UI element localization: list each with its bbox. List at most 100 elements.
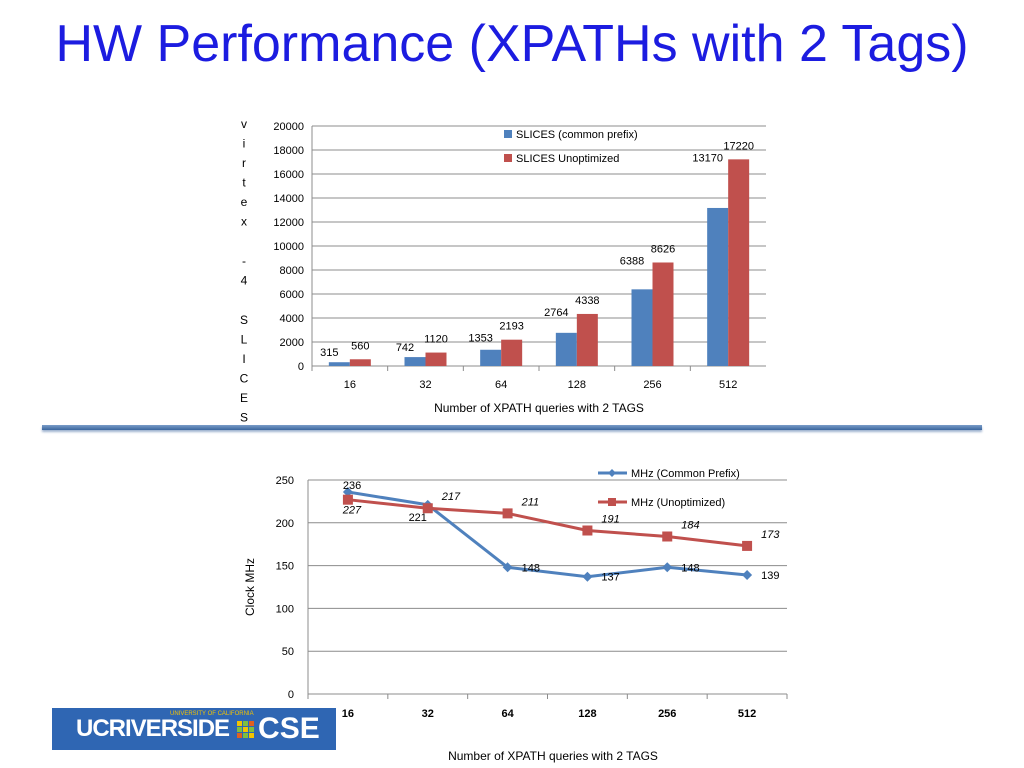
data-point — [742, 570, 753, 581]
y-tick-label: 250 — [276, 475, 294, 487]
bar — [501, 339, 523, 366]
series-line — [347, 490, 748, 579]
data-point — [582, 571, 593, 582]
x-tick-label: 256 — [658, 708, 676, 720]
y-tick-label: 200 — [276, 518, 294, 530]
x-tick-label: 512 — [738, 708, 756, 720]
y-tick-label: 150 — [276, 561, 294, 573]
y-tick-label: 12000 — [273, 217, 304, 229]
bar-data-label: 315 — [320, 347, 338, 359]
y-tick-label: 50 — [282, 646, 294, 658]
point-data-label: 148 — [681, 562, 699, 574]
data-point — [582, 525, 593, 536]
x-axis-title: Number of XPATH queries with 2 TAGS — [448, 749, 658, 763]
legend-swatch — [504, 130, 512, 138]
data-point — [502, 508, 513, 519]
x-tick-label: 32 — [419, 379, 431, 391]
x-tick-label: 64 — [501, 708, 514, 720]
bar-data-label: 1353 — [468, 333, 492, 345]
x-tick-label: 16 — [342, 708, 354, 720]
slices-bar-chart: 0 2000 4000 6000 8000 10000 12000 14000 16000 180… — [240, 117, 766, 422]
point-data-label: 148 — [522, 562, 540, 574]
bar-data-label: 742 — [396, 342, 414, 354]
bar — [328, 362, 350, 366]
y-tick-label: 0 — [288, 689, 294, 701]
legend-marker — [608, 469, 616, 477]
bar — [576, 313, 598, 366]
x-tick-label: 512 — [719, 379, 737, 391]
series-line — [347, 498, 748, 548]
logo-cse-text: CSE — [258, 712, 320, 745]
legend-label: SLICES Unoptimized — [516, 153, 619, 165]
y-tick-label: 0 — [298, 361, 304, 373]
point-data-label: 217 — [441, 491, 461, 503]
data-point — [662, 531, 673, 542]
bar — [631, 289, 653, 366]
bar — [707, 207, 729, 366]
x-tick-label: 128 — [578, 708, 596, 720]
y-tick-label: 10000 — [273, 241, 304, 253]
x-axis-title: Number of XPATH queries with 2 TAGS — [434, 401, 644, 415]
slide-title: HW Performance (XPATHs with 2 Tags) — [55, 15, 969, 73]
point-data-label: 236 — [343, 480, 361, 492]
x-tick-label: 32 — [422, 708, 434, 720]
data-point — [742, 540, 753, 551]
data-point — [342, 486, 353, 497]
bar — [425, 352, 447, 366]
point-data-label: 173 — [761, 529, 780, 541]
bar — [349, 359, 371, 366]
ucr-cse-logo: UNIVERSITY OF CALIFORNIA UC RIVERSIDE CS… — [52, 708, 336, 750]
y-axis-title: Clock MHz — [243, 558, 257, 616]
logo-uc-text: UC — [76, 715, 110, 742]
bar-data-label: 2193 — [499, 321, 523, 333]
logo-university-text: UNIVERSITY OF CALIFORNIA — [170, 711, 254, 717]
bar-data-label: 4338 — [575, 295, 599, 307]
y-tick-label: 100 — [276, 603, 294, 615]
y-tick-label: 6000 — [280, 289, 304, 301]
y-tick-label: 4000 — [280, 313, 304, 325]
bar — [652, 262, 674, 366]
y-tick-label: 2000 — [280, 337, 304, 349]
y-tick-label: 18000 — [273, 145, 304, 157]
bar-data-label: 13170 — [692, 152, 723, 164]
bar-data-label: 8626 — [651, 243, 675, 255]
point-data-label: 221 — [409, 512, 427, 524]
legend-marker — [608, 498, 616, 506]
point-data-label: 227 — [342, 505, 362, 517]
x-tick-label: 128 — [568, 379, 586, 391]
section-divider — [42, 425, 982, 430]
data-point — [502, 562, 513, 573]
legend-label: MHz (Common Prefix) — [631, 468, 740, 480]
point-data-label: 184 — [681, 519, 699, 531]
bar — [555, 332, 577, 366]
legend-swatch — [504, 154, 512, 162]
point-data-label: 211 — [521, 496, 540, 508]
y-tick-label: 8000 — [280, 265, 304, 277]
point-data-label: 137 — [601, 572, 619, 584]
y-tick-label: 20000 — [273, 121, 304, 133]
bar-data-label: 6388 — [620, 255, 644, 267]
x-tick-label: 16 — [344, 379, 356, 391]
point-data-label: 191 — [601, 514, 619, 526]
bar — [404, 357, 426, 366]
logo-riverside-text: RIVERSIDE — [108, 715, 230, 742]
bar — [480, 349, 502, 366]
bar — [728, 159, 750, 366]
x-tick-label: 64 — [495, 379, 507, 391]
bar-data-label: 17220 — [723, 140, 754, 152]
y-tick-label: 16000 — [273, 169, 304, 181]
data-point — [342, 494, 353, 505]
bar-data-label: 560 — [351, 340, 369, 352]
legend-label: MHz (Unoptimized) — [631, 497, 725, 509]
point-data-label: 139 — [761, 570, 779, 582]
legend-label: SLICES (common prefix) — [516, 129, 638, 141]
bar-data-label: 2764 — [544, 307, 568, 319]
data-point — [662, 562, 673, 573]
clock-line-chart: 0 50 100 150 200 250 16 32 64 128 256 512 236 221 148 1… — [243, 468, 788, 763]
logo-blocks-icon — [237, 720, 255, 738]
bar-data-label: 1120 — [424, 334, 448, 346]
data-point — [422, 503, 433, 514]
y-tick-label: 14000 — [273, 193, 304, 205]
x-tick-label: 256 — [643, 379, 661, 391]
y-axis-title: v i r t e x -4 S L I C E S — [240, 117, 249, 422]
